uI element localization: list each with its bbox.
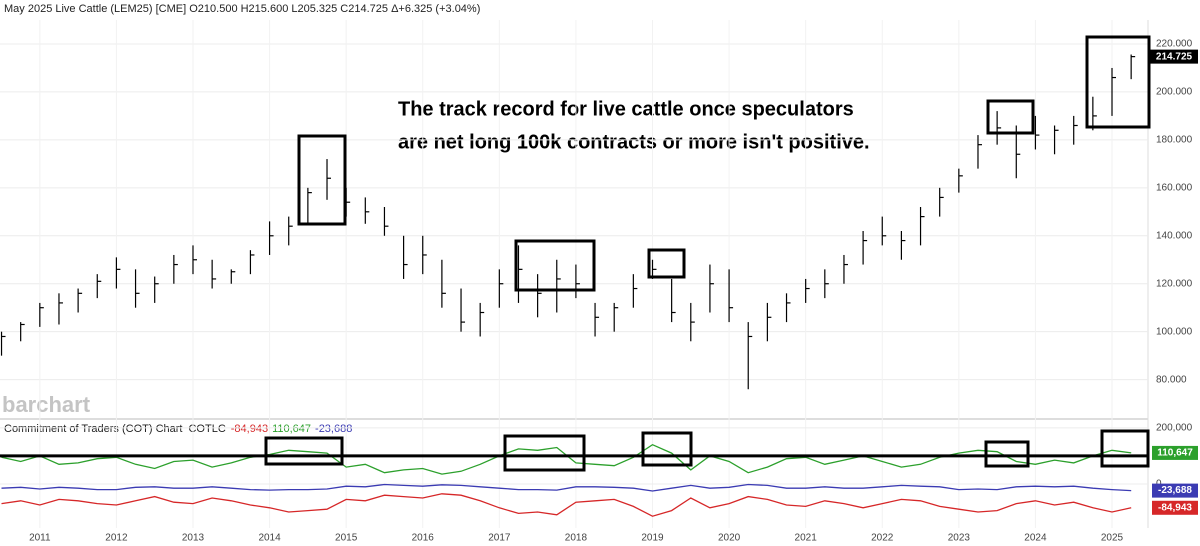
highlight-box: [503, 434, 586, 472]
x-tick-label: 2018: [565, 533, 588, 544]
y-tick-label: 80.000: [1156, 374, 1187, 385]
x-tick-label: 2014: [258, 533, 281, 544]
x-tick-label: 2020: [718, 533, 741, 544]
y-tick-label: 220.000: [1156, 39, 1193, 50]
x-tick-label: 2011: [29, 533, 51, 544]
x-tick-label: 2022: [871, 533, 894, 544]
y-tick-label: 140.000: [1156, 230, 1193, 241]
x-tick-label: 2013: [182, 533, 205, 544]
legend-value: -23,688: [315, 423, 352, 435]
highlight-box: [1085, 35, 1151, 129]
y-tick-label: 200.000: [1156, 87, 1193, 98]
cot-line: [1, 483, 1132, 492]
legend-value: -84,943: [231, 423, 268, 435]
y-tick-label: 120.000: [1156, 278, 1193, 289]
highlight-box: [986, 99, 1035, 135]
value-badge: [1152, 483, 1198, 498]
x-tick-label: 2025: [1101, 533, 1124, 544]
subchart-code: COTLC: [188, 423, 225, 435]
value-badge: [1152, 445, 1198, 460]
highlight-box: [514, 239, 596, 292]
x-tick-label: 2021: [795, 533, 818, 544]
watermark: barchart: [2, 392, 91, 417]
highlight-box: [297, 134, 347, 226]
price-badge-label: 214.725: [1156, 51, 1193, 62]
y-tick-label: 160.000: [1156, 182, 1193, 193]
y-tick-label: 200,000: [1156, 422, 1193, 433]
legend-value: 110,647: [272, 423, 311, 435]
x-tick-label: 2015: [335, 533, 358, 544]
subchart-title: Commitment of Traders (COT) Chart COTLC -8…: [4, 423, 352, 435]
value-badge-label: -84,943: [1158, 502, 1192, 513]
highlight-box: [984, 440, 1030, 468]
chart-title: May 2025 Live Cattle (LEM25) [CME] O210.…: [4, 3, 480, 15]
annotation-boxes: [264, 35, 1151, 472]
x-tick-label: 2017: [488, 533, 511, 544]
x-tick-label: 2024: [1024, 533, 1047, 544]
x-tick-label: 2019: [641, 533, 664, 544]
y-tick-label: 100.000: [1156, 326, 1193, 337]
highlight-box: [1100, 429, 1150, 468]
annotation: The track record for live cattle once sp…: [398, 98, 854, 120]
value-badge: [1152, 500, 1198, 515]
x-tick-label: 2023: [948, 533, 971, 544]
annotation: are net long 100k contracts or more isn'…: [398, 131, 870, 153]
value-badge-label: -23,688: [1158, 485, 1192, 496]
highlight-box: [264, 436, 344, 466]
subchart-title: Commitment of Traders (COT) Chart: [4, 423, 182, 435]
x-tick-label: 2016: [412, 533, 435, 544]
y-tick-label: 180.000: [1156, 135, 1193, 146]
highlight-box: [641, 431, 693, 467]
cot-line: [1, 493, 1132, 517]
value-badge-label: 110,647: [1157, 448, 1193, 459]
price-badge: [1150, 49, 1198, 64]
x-tick-label: 2012: [105, 533, 128, 544]
highlight-box: [647, 248, 686, 279]
